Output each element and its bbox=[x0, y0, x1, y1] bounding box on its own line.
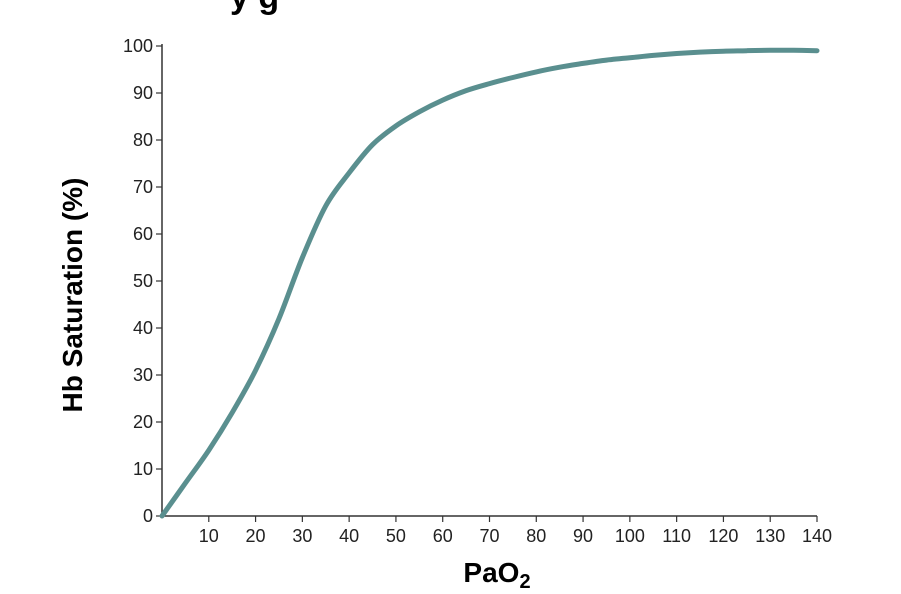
y-tick-label: 50 bbox=[133, 271, 153, 291]
y-axis-ticks: 0 10 20 30 40 50 60 70 80 90 100 bbox=[123, 36, 162, 526]
y-tick-label: 30 bbox=[133, 365, 153, 385]
x-tick-label: 100 bbox=[615, 526, 645, 546]
x-tick-label: 60 bbox=[433, 526, 453, 546]
y-tick-label: 80 bbox=[133, 130, 153, 150]
x-tick-label: 90 bbox=[573, 526, 593, 546]
x-tick-label: 120 bbox=[708, 526, 738, 546]
y-axis-title: Hb Saturation (%) bbox=[57, 178, 88, 413]
x-axis-title-main: PaO bbox=[463, 557, 519, 588]
y-tick-label: 10 bbox=[133, 459, 153, 479]
x-axis-title: PaO2 bbox=[463, 557, 530, 593]
x-tick-label: 140 bbox=[802, 526, 832, 546]
y-tick-label: 20 bbox=[133, 412, 153, 432]
y-tick-label: 100 bbox=[123, 36, 153, 56]
x-tick-label: 130 bbox=[755, 526, 785, 546]
x-axis-ticks: 10 20 30 40 50 60 70 80 90 100 110 120 130 140 bbox=[199, 516, 832, 546]
x-tick-label: 20 bbox=[246, 526, 266, 546]
x-tick-label: 40 bbox=[339, 526, 359, 546]
x-axis-title-subscript: 2 bbox=[519, 571, 530, 593]
y-tick-label: 0 bbox=[143, 506, 153, 526]
y-tick-label: 40 bbox=[133, 318, 153, 338]
y-tick-label: 60 bbox=[133, 224, 153, 244]
x-tick-label: 70 bbox=[479, 526, 499, 546]
x-tick-label: 80 bbox=[526, 526, 546, 546]
y-tick-label: 70 bbox=[133, 177, 153, 197]
x-tick-label: 10 bbox=[199, 526, 219, 546]
y-tick-label: 90 bbox=[133, 83, 153, 103]
saturation-curve bbox=[159, 47, 820, 519]
chart-title-fragment: y g bbox=[230, 0, 279, 16]
x-tick-label: 30 bbox=[292, 526, 312, 546]
x-tick-label: 110 bbox=[662, 526, 691, 546]
x-tick-label: 50 bbox=[386, 526, 406, 546]
